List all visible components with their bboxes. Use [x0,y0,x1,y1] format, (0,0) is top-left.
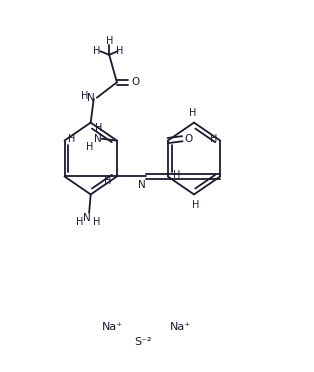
Text: H: H [210,134,217,144]
Text: S⁻²: S⁻² [134,337,152,347]
Text: H: H [81,91,89,101]
Text: Na⁺: Na⁺ [102,322,123,332]
Text: H: H [104,176,111,186]
Text: H: H [189,109,196,118]
Text: H: H [93,46,100,56]
Text: N: N [95,134,102,144]
Text: N: N [87,93,95,103]
Text: Na⁺: Na⁺ [170,322,191,332]
Text: H: H [116,46,124,56]
Text: O: O [184,134,192,144]
Text: N: N [83,213,90,223]
Text: H: H [93,217,100,227]
Text: H: H [173,170,180,180]
Text: O: O [131,77,139,87]
Text: N: N [138,180,146,190]
Text: H: H [68,134,75,144]
Text: H: H [76,217,84,227]
Text: H: H [95,124,102,134]
Text: H: H [86,142,94,152]
Text: H: H [106,36,113,46]
Text: H: H [192,200,199,210]
